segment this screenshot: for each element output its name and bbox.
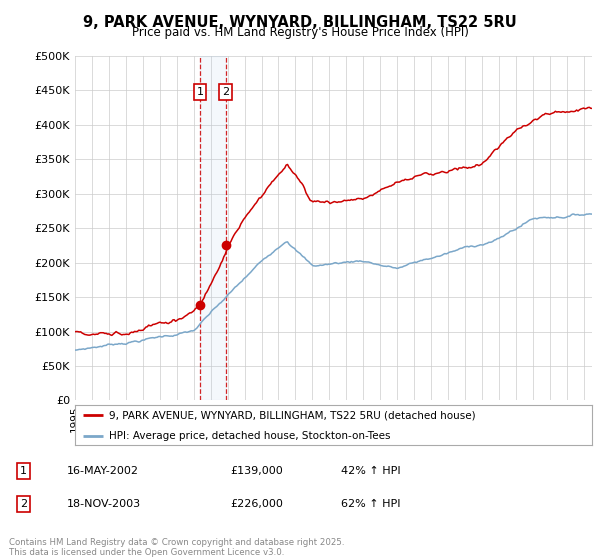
Bar bbox=[200, 56, 226, 400]
Text: 62% ↑ HPI: 62% ↑ HPI bbox=[341, 499, 400, 509]
Text: 42% ↑ HPI: 42% ↑ HPI bbox=[341, 466, 400, 476]
Text: 9, PARK AVENUE, WYNYARD, BILLINGHAM, TS22 5RU (detached house): 9, PARK AVENUE, WYNYARD, BILLINGHAM, TS2… bbox=[109, 410, 475, 421]
Text: HPI: Average price, detached house, Stockton-on-Tees: HPI: Average price, detached house, Stoc… bbox=[109, 431, 390, 441]
Text: 16-MAY-2002: 16-MAY-2002 bbox=[67, 466, 139, 476]
Text: Price paid vs. HM Land Registry's House Price Index (HPI): Price paid vs. HM Land Registry's House … bbox=[131, 26, 469, 39]
Text: 2: 2 bbox=[20, 499, 27, 509]
Text: £226,000: £226,000 bbox=[230, 499, 283, 509]
Text: Contains HM Land Registry data © Crown copyright and database right 2025.
This d: Contains HM Land Registry data © Crown c… bbox=[9, 538, 344, 557]
Text: 18-NOV-2003: 18-NOV-2003 bbox=[67, 499, 142, 509]
Text: 9, PARK AVENUE, WYNYARD, BILLINGHAM, TS22 5RU: 9, PARK AVENUE, WYNYARD, BILLINGHAM, TS2… bbox=[83, 15, 517, 30]
Text: 1: 1 bbox=[20, 466, 27, 476]
Text: 2: 2 bbox=[222, 87, 229, 97]
Text: 1: 1 bbox=[196, 87, 203, 97]
Text: £139,000: £139,000 bbox=[230, 466, 283, 476]
